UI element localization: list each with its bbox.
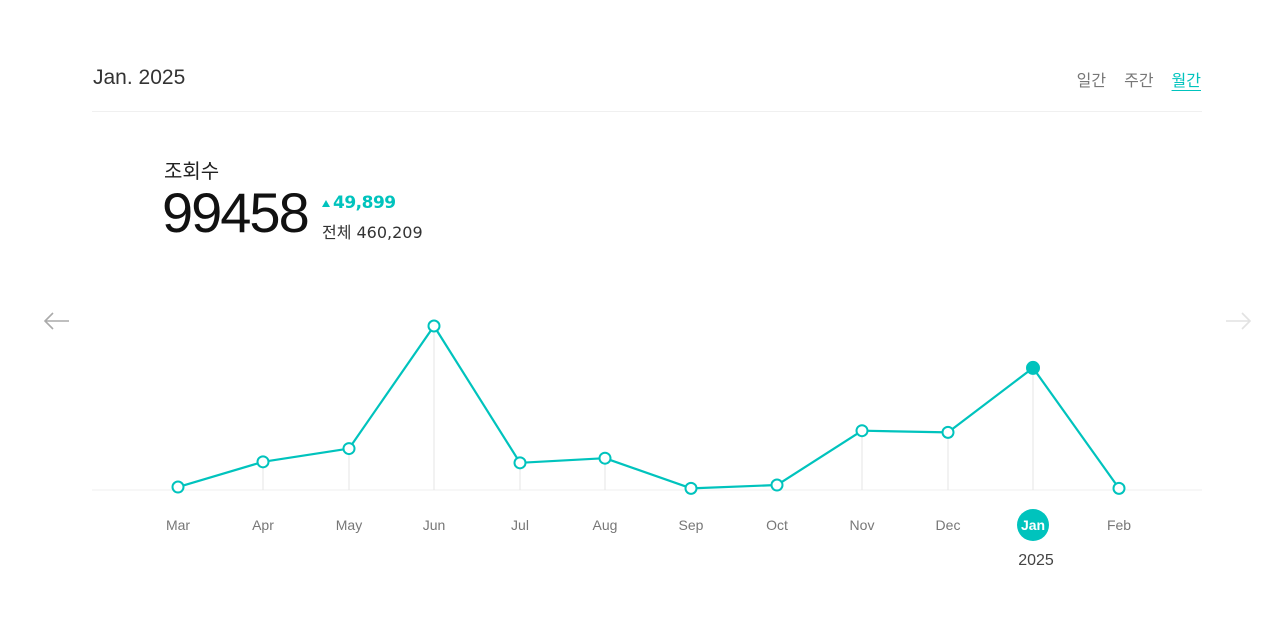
data-point	[941, 425, 955, 439]
data-point	[770, 478, 784, 492]
tab-monthly[interactable]: 월간	[1171, 71, 1201, 90]
metric-delta: 49,899	[322, 193, 396, 213]
data-point	[855, 424, 869, 438]
active-month-badge	[1017, 509, 1049, 541]
data-point	[1112, 481, 1126, 495]
data-point	[684, 481, 698, 495]
x-tick-label: Jun	[423, 517, 446, 533]
data-point	[171, 480, 185, 494]
metric-total: 전체 460,209	[322, 219, 423, 243]
arrow-left-icon[interactable]	[42, 306, 72, 336]
data-point	[342, 442, 356, 456]
active-year-label: 2025	[1018, 552, 1054, 569]
data-point	[598, 451, 612, 465]
x-tick-label: May	[336, 517, 362, 533]
x-tick-label: Jul	[511, 517, 529, 533]
data-point	[513, 456, 527, 470]
header-divider	[92, 111, 1202, 112]
x-tick-label: Oct	[766, 517, 788, 533]
data-point	[1026, 360, 1040, 375]
data-point	[427, 319, 441, 333]
x-tick-label: Nov	[850, 517, 875, 533]
metric-delta-value: 49,899	[333, 193, 396, 213]
x-tick-label: Aug	[593, 517, 618, 533]
x-tick-label: Sep	[679, 517, 704, 533]
tab-weekly[interactable]: 주간	[1124, 71, 1154, 90]
tab-daily[interactable]: 일간	[1076, 71, 1107, 90]
header-date: Jan. 2025	[93, 66, 186, 89]
x-tick-label: Feb	[1107, 517, 1131, 533]
x-tick-label: Dec	[936, 517, 961, 533]
metric-total-value: 460,209	[356, 223, 423, 242]
period-tabs: 일간 주간 월간	[1077, 67, 1201, 91]
arrow-right-icon[interactable]	[1223, 306, 1253, 336]
series-line	[177, 324, 1120, 490]
x-tick-label: Jan	[1021, 517, 1045, 533]
x-tick-label: Mar	[166, 517, 190, 533]
x-tick-label: Apr	[252, 517, 274, 533]
metric-label: 조회수	[164, 159, 220, 183]
metric-total-label: 전체	[322, 223, 352, 242]
data-point	[256, 455, 270, 469]
up-triangle-icon	[322, 199, 330, 207]
metric-value: 99458	[162, 181, 310, 244]
